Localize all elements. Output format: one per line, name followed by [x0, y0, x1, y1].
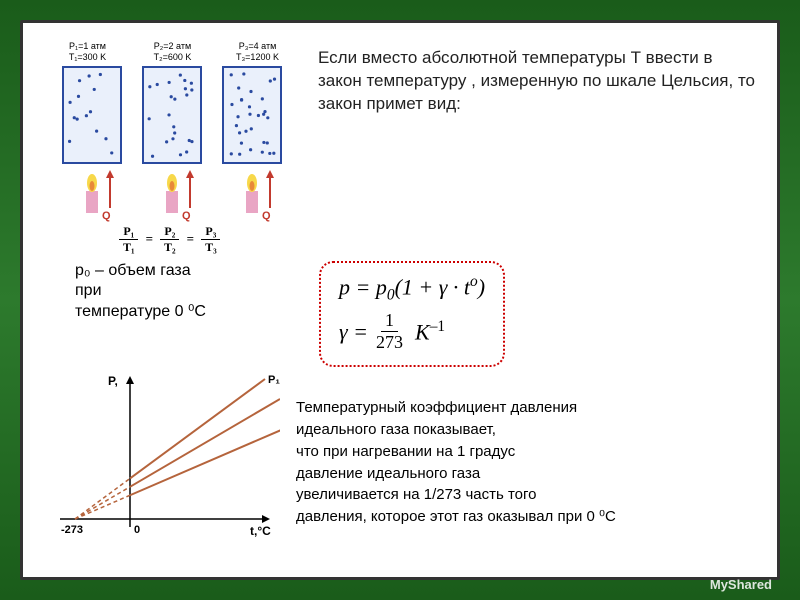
p2-label: P₂=2 атм	[154, 41, 191, 51]
p0-line1: p₀ – объем газа	[75, 262, 191, 279]
slide-frame: P₁=1 атмT₁=300 K P₂=2 атмT₂=600 K P₃=4 а…	[20, 20, 780, 580]
coeff-l3: что при нагревании на 1 градус	[296, 443, 515, 460]
svg-text:-273: -273	[61, 524, 83, 536]
gamma-num: 1	[381, 310, 398, 332]
p1-label: P₁=1 атм	[69, 41, 106, 51]
ratio-equation: P₁T₁ = P₂T₂ = P₃T₃	[115, 224, 300, 255]
svg-text:0: 0	[134, 524, 140, 536]
watermark: MyShared	[710, 577, 772, 592]
coefficient-explanation: Температурный коэффициент давления идеал…	[296, 369, 616, 544]
gamma-unit: K–1	[415, 318, 445, 345]
formula-box: p = p0(1 + γ · to) γ = 1 273 K–1	[319, 261, 505, 368]
coeff-l5: увеличивается на 1/273 часть того	[296, 486, 536, 503]
svg-text:P,: P,	[108, 374, 118, 388]
p0-line3: температуре 0 ⁰С	[75, 303, 206, 320]
coeff-l2: идеального газа показывает,	[296, 421, 496, 438]
bottom-row: P₁P₂P₃P,t,°C0-273 Температурный коэффици…	[45, 369, 755, 544]
svg-text:Q: Q	[182, 210, 191, 222]
gamma-den: 273	[372, 332, 407, 353]
gamma-formula: γ = 1 273 K–1	[339, 310, 485, 353]
p0-note: p₀ – объем газа при температуре 0 ⁰С	[45, 261, 285, 323]
gamma-lhs: γ =	[339, 319, 368, 345]
gas-containers-figure: P₁=1 атмT₁=300 K P₂=2 атмT₂=600 K P₃=4 а…	[45, 41, 300, 255]
svg-text:Q: Q	[102, 210, 111, 222]
t1-label: T₁=300 K	[69, 52, 106, 62]
pressure-formula: p = p0(1 + γ · to)	[339, 273, 485, 305]
t3-label: T₃=1200 K	[236, 52, 279, 62]
coeff-l4: давление идеального газа	[296, 465, 480, 482]
gamma-fraction: 1 273	[372, 310, 407, 353]
container-state-labels: P₁=1 атмT₁=300 K P₂=2 атмT₂=600 K P₃=4 а…	[45, 41, 300, 63]
svg-text:Q: Q	[262, 210, 271, 222]
containers-svg: QQQ	[45, 63, 300, 223]
coeff-l6: давления, которое этот газ оказывал при …	[296, 508, 616, 525]
p0-line2: при	[75, 282, 102, 299]
pt-chart: P₁P₂P₃P,t,°C0-273	[45, 369, 280, 544]
t2-label: T₂=600 K	[154, 52, 192, 62]
mid-row: p₀ – объем газа при температуре 0 ⁰С p =…	[45, 261, 755, 368]
intro-paragraph: Если вместо абсолютной температуры Т вве…	[318, 41, 755, 255]
svg-text:t,°C: t,°C	[250, 524, 271, 538]
top-row: P₁=1 атмT₁=300 K P₂=2 атмT₂=600 K P₃=4 а…	[45, 41, 755, 255]
coeff-l1: Температурный коэффициент давления	[296, 399, 577, 416]
p3-label: P₃=4 атм	[239, 41, 277, 51]
svg-text:P₁: P₁	[268, 374, 280, 386]
